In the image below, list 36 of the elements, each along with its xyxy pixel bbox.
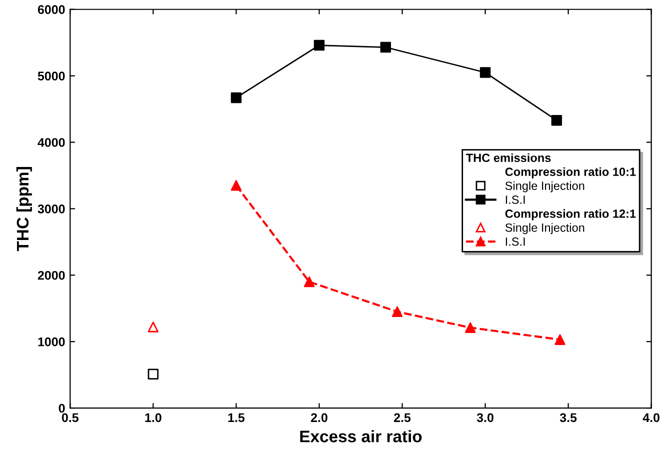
x-tick-label: 1.5 <box>228 413 245 422</box>
point <box>304 276 315 288</box>
legend-label: I.S.I <box>506 237 525 246</box>
point <box>464 322 476 333</box>
annotation: Compression ratio 10:1 <box>505 167 636 178</box>
legend-label: Single Injection <box>505 223 584 234</box>
x-tick-label: 2.0 <box>310 413 328 422</box>
y-tick-label: 3000 <box>38 204 65 214</box>
y-tick-label: 5000 <box>38 72 65 80</box>
point <box>148 322 159 332</box>
x-tick-label: 2.5 <box>394 413 411 422</box>
point <box>148 368 159 380</box>
legend-label: Single Injection <box>505 181 584 192</box>
y-tick-label: 2000 <box>38 270 65 280</box>
point <box>551 114 562 126</box>
y-axis-title: THC [ppm] <box>16 167 32 252</box>
point <box>392 306 403 318</box>
y-tick-label: 1000 <box>38 337 65 346</box>
x-tick-label: 0.5 <box>62 413 78 422</box>
point <box>230 92 242 104</box>
y-tick-label: 0 <box>58 404 65 413</box>
x-axis-title: Excess air ratio <box>300 430 422 442</box>
y-tick-label: 4000 <box>38 138 65 147</box>
legend-title: THC emissions <box>466 153 551 162</box>
x-tick-label: 3.5 <box>560 413 577 422</box>
legend-label: I.S.I <box>506 196 525 204</box>
point <box>314 40 325 51</box>
y-tick-label: 6000 <box>38 5 65 14</box>
x-tick-label: 3.0 <box>476 413 494 422</box>
point <box>554 334 566 345</box>
x-tick-label: 4.0 <box>642 413 660 422</box>
point <box>230 180 242 191</box>
annotation: Compression ratio 12:1 <box>505 209 636 220</box>
x-tick-label: 1.0 <box>145 413 162 422</box>
point <box>480 67 491 78</box>
point <box>380 42 391 53</box>
